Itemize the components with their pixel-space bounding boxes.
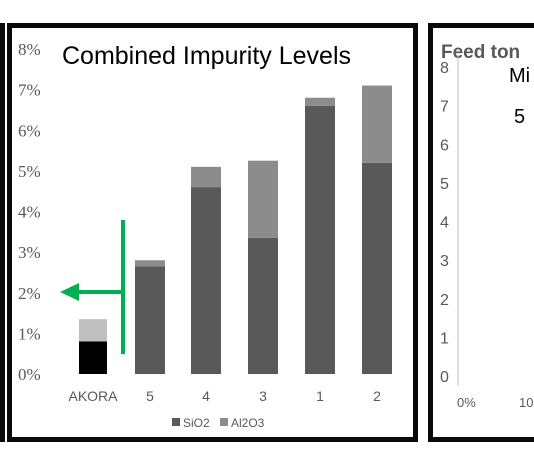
annotation-arrow-head [60, 283, 79, 301]
chart-annotation: 5 [514, 106, 525, 128]
y-tick-label: 5% [18, 162, 41, 181]
chart-subtitle: Mi [509, 65, 530, 87]
y-tick-label: 4 [440, 215, 449, 232]
y-tick-label: 0% [18, 365, 41, 384]
chart-title: Combined Impurity Levels [62, 42, 351, 70]
y-tick-label: 3 [440, 253, 449, 270]
legend-swatch [172, 418, 180, 426]
y-tick-label: 7% [18, 81, 41, 100]
x-tick-label: 4 [202, 388, 210, 404]
bar-sio2 [135, 266, 165, 374]
y-tick-label: 6 [440, 137, 449, 154]
legend-swatch [220, 418, 228, 426]
y-tick-label: 7 [440, 99, 449, 116]
legend-label: Al2O3 [231, 416, 265, 430]
x-tick-label: AKORA [68, 388, 118, 404]
x-tick-label: 0% [457, 395, 476, 410]
y-tick-label: 3% [18, 243, 41, 262]
y-tick-label: 8% [18, 40, 41, 59]
bar-sio2 [305, 105, 335, 374]
bar-al2o3 [135, 260, 165, 267]
feed-chart-panel [428, 23, 534, 442]
bar-al2o3 [79, 319, 107, 342]
y-tick-label: 1 [440, 330, 449, 347]
y-tick-label: 8 [440, 60, 449, 77]
bar-sio2 [191, 187, 221, 374]
prev-panel-border [0, 23, 5, 442]
x-tick-label: 5 [146, 388, 154, 404]
y-tick-label: 0 [440, 369, 449, 386]
impurity-bar-chart: 0% 1% 2% 3% 4% 5% 6% 7% 8% AKORA 5 4 3 1 2 SiO2 Al2O3 [18, 40, 392, 430]
bar-sio2 [248, 237, 278, 374]
x-tick-label: 10 [519, 395, 533, 410]
bar-al2o3 [248, 160, 278, 238]
y-tick-label: 2 [440, 292, 449, 309]
x-tick-label: 2 [373, 388, 381, 404]
bar-al2o3 [191, 166, 221, 188]
legend-label: SiO2 [183, 416, 210, 430]
y-tick-label: 2% [18, 284, 41, 303]
bar-sio2 [362, 162, 392, 374]
x-tick-label: 1 [316, 388, 324, 404]
bar-sio2 [79, 341, 107, 374]
y-tick-label: 6% [18, 121, 41, 140]
green-arrow-annotation [60, 220, 125, 354]
chart-title: Feed ton [441, 42, 520, 63]
y-tick-label: 5 [440, 176, 449, 193]
x-tick-label: 3 [259, 388, 267, 404]
bar-al2o3 [362, 85, 392, 163]
y-tick-label: 1% [18, 324, 41, 343]
bar-al2o3 [305, 97, 335, 106]
y-tick-label: 4% [18, 203, 41, 222]
